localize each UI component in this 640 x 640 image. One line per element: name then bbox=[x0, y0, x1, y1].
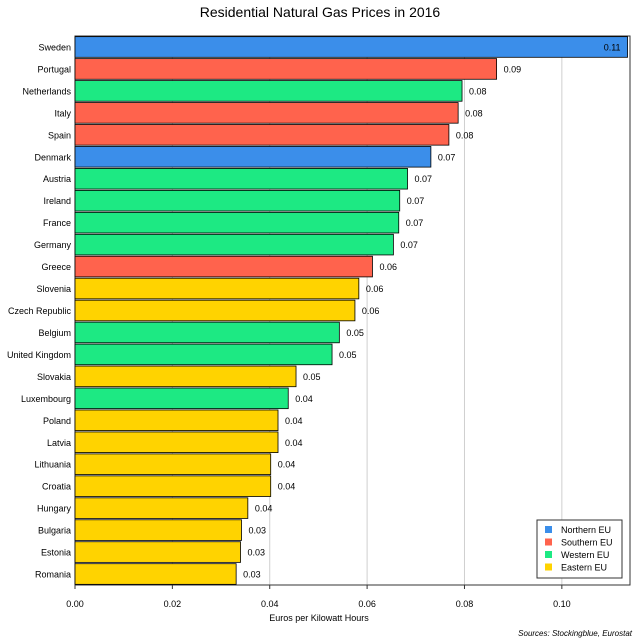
value-label: 0.08 bbox=[456, 130, 474, 140]
category-label: Spain bbox=[48, 130, 71, 140]
value-label: 0.04 bbox=[285, 416, 303, 426]
x-tick-label: 0.02 bbox=[164, 599, 182, 609]
value-label: 0.07 bbox=[406, 218, 424, 228]
legend-swatch bbox=[545, 526, 552, 533]
legend: Northern EU Southern EU Western EU Eastern … bbox=[536, 519, 623, 579]
value-label: 0.06 bbox=[366, 284, 384, 294]
bar-sweden bbox=[74, 36, 628, 58]
category-label: Estonia bbox=[41, 548, 71, 558]
category-label: Netherlands bbox=[22, 86, 71, 96]
value-label: 0.04 bbox=[285, 438, 303, 448]
value-label: 0.04 bbox=[295, 394, 313, 404]
bar-germany bbox=[74, 233, 394, 256]
category-label: Latvia bbox=[47, 438, 71, 448]
bar-ireland bbox=[74, 189, 401, 212]
bar-lithuania bbox=[74, 453, 272, 475]
bar-austria bbox=[74, 168, 408, 190]
bar-bulgaria bbox=[74, 519, 242, 541]
bar-luxembourg bbox=[74, 387, 289, 410]
bar-spain bbox=[74, 124, 450, 146]
value-label: 0.07 bbox=[407, 196, 425, 206]
bar-slovenia bbox=[74, 277, 360, 300]
bar-united-kingdom bbox=[74, 343, 333, 366]
category-label: United Kingdom bbox=[7, 350, 71, 360]
value-label: 0.07 bbox=[400, 240, 418, 250]
x-tick-label: 0.00 bbox=[66, 599, 84, 609]
value-label: 0.07 bbox=[415, 174, 433, 184]
legend-label: Southern EU bbox=[561, 538, 613, 548]
category-label: Portugal bbox=[37, 64, 71, 74]
category-label: Croatia bbox=[42, 482, 71, 492]
legend-swatch bbox=[545, 563, 552, 571]
legend-label: Western EU bbox=[561, 550, 609, 560]
bar-portugal bbox=[74, 58, 498, 80]
value-label: 0.09 bbox=[504, 64, 522, 74]
bar-poland bbox=[74, 409, 279, 432]
category-label: Ireland bbox=[43, 196, 71, 206]
x-tick-label: 0.10 bbox=[553, 599, 571, 609]
bar-slovakia bbox=[74, 365, 297, 388]
category-label: Poland bbox=[43, 416, 71, 426]
value-label: 0.07 bbox=[438, 152, 456, 162]
bars: Sweden 0.11 Portugal 0.09 Netherlands 0.08 Ita… bbox=[7, 36, 628, 585]
bar-hungary bbox=[74, 497, 249, 519]
category-label: Denmark bbox=[34, 152, 71, 162]
source-note: Sources: Stockingblue, Eurostat bbox=[518, 629, 633, 638]
value-label: 0.11 bbox=[604, 42, 621, 52]
value-label: 0.03 bbox=[243, 570, 261, 580]
x-axis-ticks: 0.00 0.02 0.04 0.06 0.08 0.10 bbox=[66, 585, 571, 609]
category-label: Belgium bbox=[38, 328, 71, 338]
value-label: 0.04 bbox=[278, 460, 296, 470]
bar-greece bbox=[74, 255, 373, 278]
value-label: 0.03 bbox=[248, 548, 266, 558]
bar-croatia bbox=[74, 475, 272, 497]
value-label: 0.04 bbox=[255, 504, 273, 514]
bar-netherlands bbox=[74, 80, 463, 102]
value-label: 0.05 bbox=[339, 350, 357, 360]
bar-denmark bbox=[74, 146, 432, 168]
bar-czech-republic bbox=[74, 299, 356, 322]
category-label: Germany bbox=[34, 240, 72, 250]
category-label: Sweden bbox=[38, 42, 71, 52]
bar-italy bbox=[74, 102, 459, 124]
legend-swatch bbox=[545, 538, 552, 546]
value-label: 0.06 bbox=[379, 262, 397, 272]
value-label: 0.05 bbox=[303, 372, 321, 382]
category-label: Romania bbox=[35, 570, 71, 580]
bar-belgium bbox=[74, 321, 340, 344]
value-label: 0.03 bbox=[249, 526, 267, 536]
category-label: Hungary bbox=[37, 504, 72, 514]
legend-swatch bbox=[545, 551, 552, 558]
category-label: Slovenia bbox=[36, 284, 71, 294]
category-label: Czech Republic bbox=[8, 306, 72, 316]
category-label: Bulgaria bbox=[38, 526, 71, 536]
bar-latvia bbox=[74, 431, 279, 453]
category-label: Slovakia bbox=[37, 372, 71, 382]
value-label: 0.04 bbox=[278, 482, 296, 492]
bar-romania bbox=[74, 563, 237, 585]
bar-france bbox=[74, 211, 400, 234]
category-label: Greece bbox=[41, 262, 71, 272]
x-tick-label: 0.06 bbox=[358, 599, 376, 609]
category-label: Lithuania bbox=[34, 460, 71, 470]
category-label: France bbox=[43, 218, 71, 228]
value-label: 0.08 bbox=[465, 108, 483, 118]
bar-estonia bbox=[74, 541, 241, 563]
value-label: 0.05 bbox=[346, 328, 364, 338]
category-label: Austria bbox=[43, 174, 71, 184]
chart-title: Residential Natural Gas Prices in 2016 bbox=[200, 4, 441, 20]
legend-label: Eastern EU bbox=[561, 563, 607, 573]
x-tick-label: 0.08 bbox=[456, 599, 474, 609]
category-label: Luxembourg bbox=[21, 394, 71, 404]
x-axis-title: Euros per Kilowatt Hours bbox=[269, 613, 369, 623]
x-tick-label: 0.04 bbox=[261, 599, 279, 609]
legend-label: Northern EU bbox=[561, 525, 611, 535]
value-label: 0.06 bbox=[362, 306, 380, 316]
category-label: Italy bbox=[54, 108, 71, 118]
value-label: 0.08 bbox=[469, 86, 487, 96]
